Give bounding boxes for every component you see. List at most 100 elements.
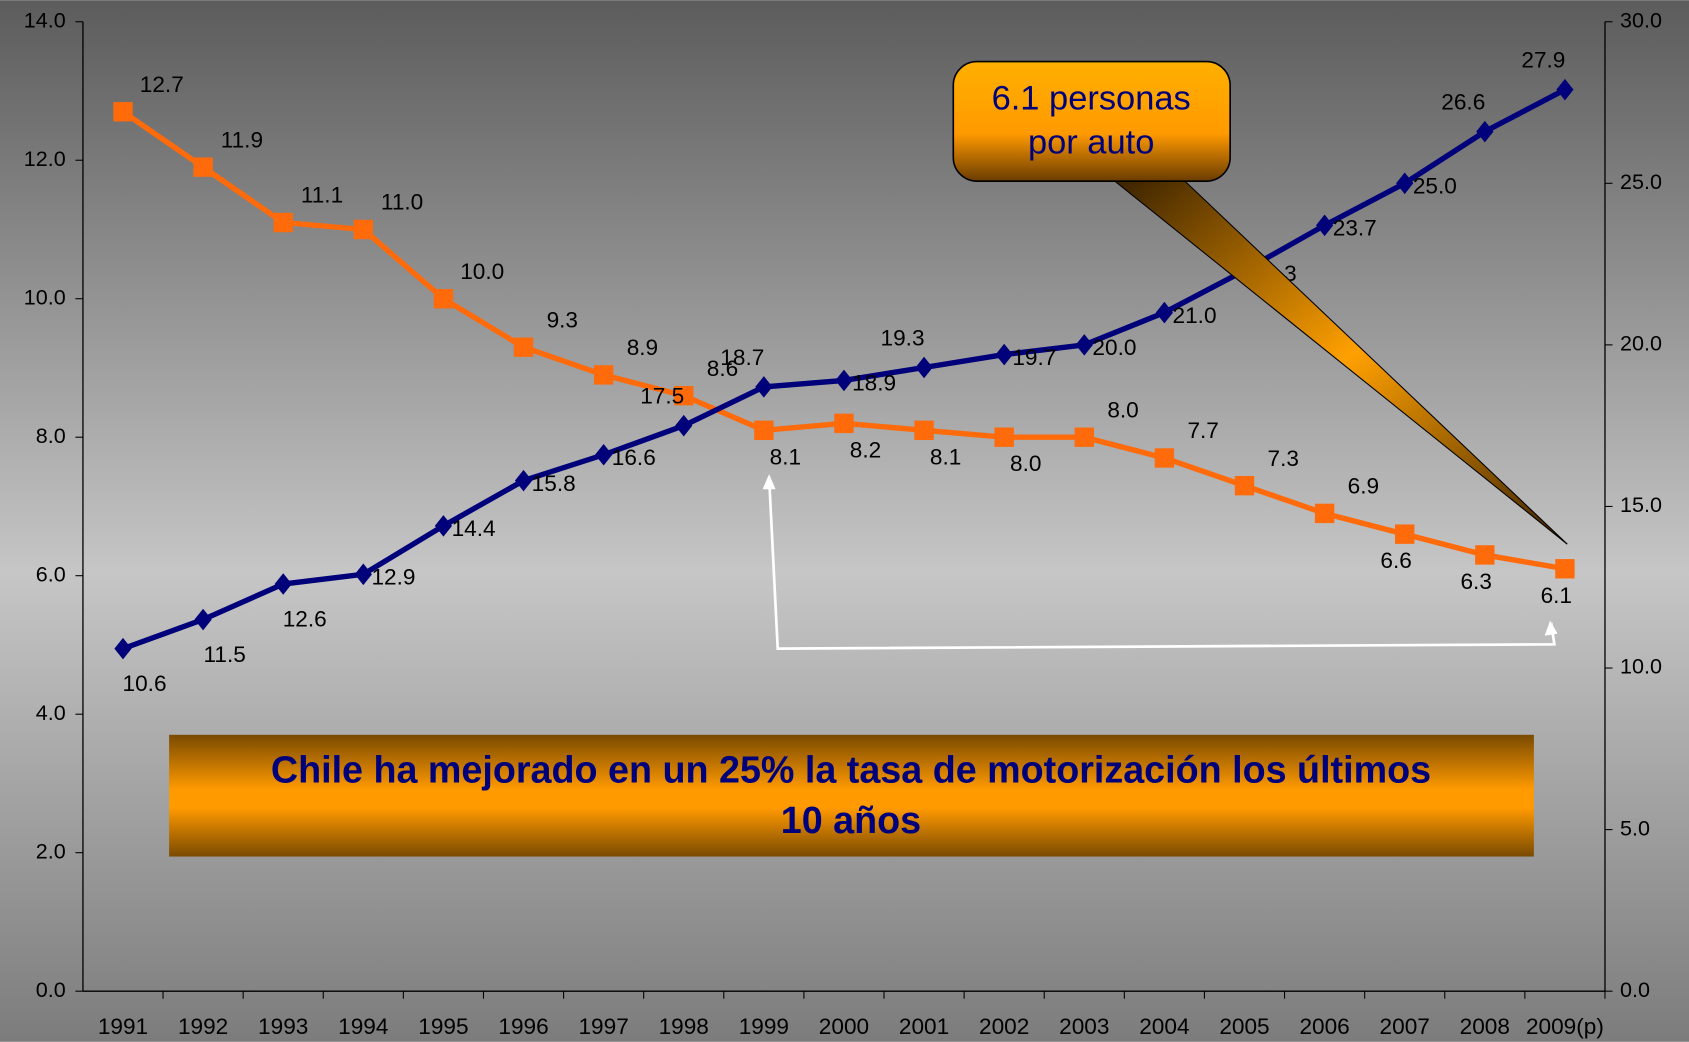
arrow-head — [1544, 620, 1558, 636]
marker — [835, 369, 853, 392]
y2-tick-label: 30.0 — [1620, 8, 1662, 32]
data-label: 6.1 — [1541, 583, 1572, 608]
data-label: 11.9 — [221, 127, 263, 152]
data-label: 11.0 — [381, 190, 423, 215]
data-label: 16.6 — [612, 445, 656, 470]
x-tick-label: 2001 — [899, 1014, 949, 1039]
data-label: 11.5 — [203, 642, 245, 667]
marker — [1396, 172, 1414, 195]
marker — [1476, 120, 1494, 143]
arrow-head — [762, 474, 776, 490]
marker — [434, 515, 453, 537]
marker — [274, 573, 292, 595]
banner — [169, 734, 1534, 857]
marker — [194, 608, 212, 631]
data-label: 27.9 — [1521, 48, 1565, 73]
y2-tick-label: 10.0 — [1620, 655, 1662, 679]
y-tick-label: 10.0 — [24, 285, 66, 309]
x-tick-label: 1998 — [659, 1014, 709, 1039]
data-label: 20.0 — [1092, 335, 1136, 360]
marker — [593, 365, 614, 385]
x-tick-label: 2000 — [819, 1014, 869, 1039]
data-label: 8.9 — [627, 335, 658, 360]
marker — [1555, 559, 1575, 579]
data-label: 12.6 — [283, 607, 327, 632]
marker — [1556, 78, 1574, 101]
y2-tick-label: 5.0 — [1620, 816, 1650, 840]
y2-tick-label: 0.0 — [1620, 978, 1650, 1002]
callout-box — [952, 60, 1231, 182]
x-tick-label: 2009(p) — [1526, 1014, 1604, 1039]
y-tick-label: 0.0 — [36, 978, 66, 1002]
y2-tick-label: 25.0 — [1620, 170, 1662, 194]
data-label: 25.0 — [1413, 174, 1457, 199]
marker — [193, 157, 213, 177]
y-tick-label: 4.0 — [36, 701, 66, 725]
data-label: 18.9 — [852, 371, 896, 396]
marker — [1395, 524, 1415, 544]
marker — [514, 469, 533, 492]
marker — [1234, 475, 1255, 496]
x-tick-label: 2004 — [1139, 1014, 1189, 1039]
data-label: 8.0 — [1010, 451, 1041, 476]
banner-text: 10 años — [781, 799, 921, 841]
x-tick-label: 2008 — [1460, 1014, 1510, 1039]
data-label: 10.0 — [460, 259, 504, 284]
y-tick-label: 14.0 — [24, 8, 66, 32]
data-label: 23.7 — [1333, 216, 1377, 241]
data-label: 21.0 — [1173, 303, 1217, 328]
y2-tick-label: 15.0 — [1620, 493, 1662, 517]
data-label: 12.9 — [371, 565, 415, 590]
data-label: 8.2 — [850, 437, 881, 462]
y-tick-label: 2.0 — [36, 839, 66, 863]
data-label: 15.8 — [532, 471, 576, 496]
x-tick-label: 1996 — [498, 1014, 548, 1039]
banner-text: Chile ha mejorado en un 25% la tasa de m… — [271, 748, 1431, 790]
marker — [354, 563, 372, 586]
data-label: 10.6 — [123, 671, 167, 696]
data-label: 8.1 — [930, 444, 961, 469]
marker — [754, 420, 774, 440]
marker — [834, 413, 854, 434]
data-label: 6.3 — [1460, 569, 1491, 594]
marker — [1075, 334, 1093, 356]
x-tick-label: 1995 — [418, 1014, 468, 1039]
data-label: 19.3 — [881, 325, 925, 350]
marker — [113, 102, 133, 122]
marker — [273, 212, 293, 233]
data-label: 7.3 — [1268, 446, 1299, 471]
x-tick-label: 1997 — [578, 1014, 628, 1039]
marker — [1314, 503, 1335, 524]
data-label: 17.5 — [640, 384, 684, 409]
x-tick-label: 2006 — [1299, 1014, 1349, 1039]
y-tick-label: 6.0 — [36, 562, 66, 586]
data-label: 18.7 — [720, 345, 764, 370]
axes: 0.0 2.0 4.0 6.0 8.0 10.0 12.0 14.0 0.0 5.0 10.0 15.… — [24, 8, 1662, 1038]
marker — [1155, 301, 1174, 324]
data-label: 12.7 — [140, 72, 184, 97]
data-label: 8.0 — [1107, 397, 1138, 422]
y-tick-label: 12.0 — [24, 147, 66, 171]
marker — [433, 289, 454, 309]
x-tick-label: 2003 — [1059, 1014, 1109, 1039]
data-label: 7.7 — [1187, 418, 1218, 443]
marker — [353, 219, 374, 240]
marker — [1315, 214, 1334, 237]
data-label: 6.9 — [1348, 473, 1379, 498]
x-tick-label: 2005 — [1219, 1014, 1269, 1039]
marker — [513, 337, 534, 357]
marker — [1475, 545, 1495, 565]
marker — [1154, 448, 1175, 468]
x-tick-label: 1994 — [338, 1014, 388, 1039]
marker — [914, 420, 934, 440]
data-label: 19.7 — [1012, 345, 1056, 370]
data-label: 8.6 — [707, 356, 738, 381]
marker — [674, 385, 694, 406]
x-tick-label: 1991 — [98, 1014, 148, 1039]
data-label: 9.3 — [547, 307, 578, 332]
x-tick-label: 1993 — [258, 1014, 308, 1039]
marker — [994, 427, 1014, 447]
x-tick-label: 2002 — [979, 1014, 1029, 1039]
